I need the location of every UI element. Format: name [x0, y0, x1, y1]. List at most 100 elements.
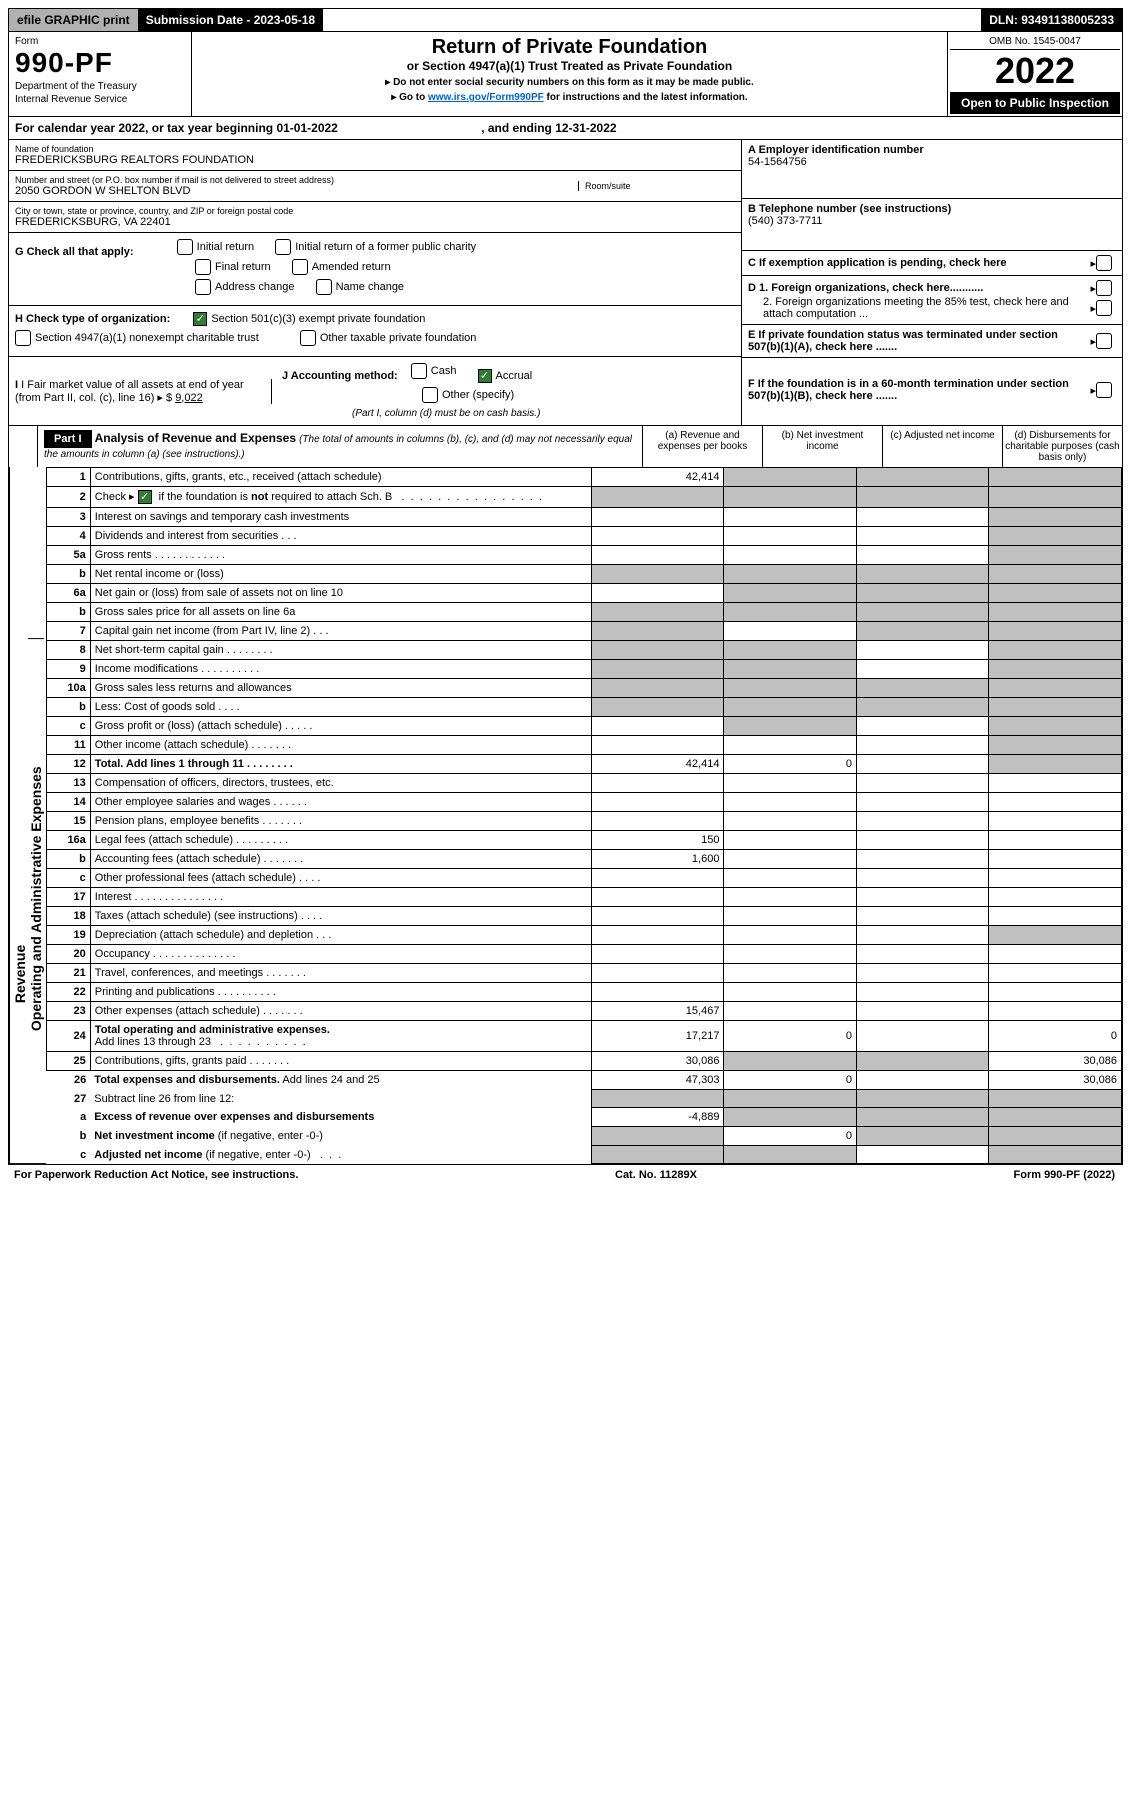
chk-other-acct[interactable]: [422, 387, 438, 403]
chk-c[interactable]: [1096, 255, 1112, 271]
name-row: Name of foundation FREDERICKSBURG REALTO…: [9, 140, 741, 171]
footer-left: For Paperwork Reduction Act Notice, see …: [14, 1169, 298, 1181]
line-7: 7Capital gain net income (from Part IV, …: [47, 622, 1122, 641]
h-label: H Check type of organization:: [15, 313, 170, 325]
line-15: 15Pension plans, employee benefits . . .…: [47, 812, 1122, 831]
chk-other-tax[interactable]: [300, 330, 316, 346]
line-1: 1Contributions, gifts, grants, etc., rec…: [47, 468, 1122, 487]
line-27c: cAdjusted net income (if negative, enter…: [47, 1146, 1122, 1164]
line-26: 26Total expenses and disbursements. Add …: [47, 1071, 1122, 1090]
line-6a: 6aNet gain or (loss) from sale of assets…: [47, 584, 1122, 603]
line-21: 21Travel, conferences, and meetings . . …: [47, 964, 1122, 983]
line-19: 19Depreciation (attach schedule) and dep…: [47, 926, 1122, 945]
chk-amended[interactable]: [292, 259, 308, 275]
chk-final[interactable]: [195, 259, 211, 275]
chk-schb[interactable]: [138, 490, 152, 504]
tax-year: 2022: [950, 50, 1120, 92]
instruction-2: ▸ Go to www.irs.gov/Form990PF for instru…: [196, 92, 943, 103]
footer: For Paperwork Reduction Act Notice, see …: [8, 1165, 1121, 1185]
dln-value: DLN: 93491138005233: [981, 9, 1122, 31]
chk-d2[interactable]: [1096, 300, 1112, 316]
form-cell: Form 990-PF Department of the Treasury I…: [9, 32, 192, 116]
line-6b: bGross sales price for all assets on lin…: [47, 603, 1122, 622]
line-11: 11Other income (attach schedule) . . . .…: [47, 736, 1122, 755]
line-5a: 5aGross rents . . . . . . . . . . . .: [47, 546, 1122, 565]
line-27b: bNet investment income (if negative, ent…: [47, 1127, 1122, 1146]
cal-end: 12-31-2022: [555, 121, 616, 135]
line-17: 17Interest . . . . . . . . . . . . . . .: [47, 888, 1122, 907]
line-20: 20Occupancy . . . . . . . . . . . . . .: [47, 945, 1122, 964]
line-10b: bLess: Cost of goods sold . . . .: [47, 698, 1122, 717]
line-24: 24Total operating and administrative exp…: [47, 1021, 1122, 1052]
address-row: Number and street (or P.O. box number if…: [9, 171, 741, 202]
submission-date: Submission Date - 2023-05-18: [138, 9, 323, 31]
city-label: City or town, state or province, country…: [15, 206, 735, 216]
a-label: A Employer identification number: [748, 144, 1116, 156]
col-b-header: (b) Net investment income: [762, 426, 882, 467]
chk-address[interactable]: [195, 279, 211, 295]
section-g: G Check all that apply: Initial return I…: [9, 233, 741, 306]
chk-initial[interactable]: [177, 239, 193, 255]
g-label: G Check all that apply:: [15, 246, 134, 258]
g-address: Address change: [215, 281, 295, 293]
line-25: 25Contributions, gifts, grants paid . . …: [47, 1052, 1122, 1071]
header-row: Form 990-PF Department of the Treasury I…: [9, 32, 1122, 117]
main-table: 1Contributions, gifts, grants, etc., rec…: [46, 467, 1122, 1164]
i-label: I: [15, 379, 18, 391]
b-label: B Telephone number (see instructions): [748, 203, 1116, 215]
inst2-pre: ▸ Go to: [391, 92, 428, 103]
line-9: 9Income modifications . . . . . . . . . …: [47, 660, 1122, 679]
col-c-header: (c) Adjusted net income: [882, 426, 1002, 467]
chk-e[interactable]: [1096, 333, 1112, 349]
omb-number: OMB No. 1545-0047: [950, 34, 1120, 50]
form-title: Return of Private Foundation: [196, 36, 943, 59]
a-val: 54-1564756: [748, 156, 1116, 168]
side-revenue: Revenue Operating and Administrative Exp…: [9, 467, 46, 1164]
g-initial-former: Initial return of a former public charit…: [295, 241, 476, 253]
form-subtitle: or Section 4947(a)(1) Trust Treated as P…: [196, 59, 943, 73]
c-label: C If exemption application is pending, c…: [748, 257, 1090, 269]
chk-accrual[interactable]: [478, 369, 492, 383]
footer-right: Form 990-PF (2022): [1014, 1169, 1116, 1181]
chk-name-change[interactable]: [316, 279, 332, 295]
chk-4947[interactable]: [15, 330, 31, 346]
year-cell: OMB No. 1545-0047 2022 Open to Public In…: [947, 32, 1122, 116]
chk-d1[interactable]: [1096, 280, 1112, 296]
chk-initial-former[interactable]: [275, 239, 291, 255]
chk-cash[interactable]: [411, 363, 427, 379]
oae-label: Operating and Administrative Expenses: [28, 638, 44, 1159]
title-cell: Return of Private Foundation or Section …: [192, 32, 947, 116]
calendar-row: For calendar year 2022, or tax year begi…: [9, 117, 1122, 140]
e-label: E If private foundation status was termi…: [748, 329, 1090, 353]
j-accrual: Accrual: [496, 370, 533, 382]
cal-begin: 01-01-2022: [276, 121, 337, 135]
line-16c: cOther professional fees (attach schedul…: [47, 869, 1122, 888]
efile-label: efile GRAPHIC print: [9, 9, 138, 31]
line-18: 18Taxes (attach schedule) (see instructi…: [47, 907, 1122, 926]
inst2-link[interactable]: www.irs.gov/Form990PF: [428, 92, 544, 103]
room-label: Room/suite: [585, 181, 735, 191]
line-10c: cGross profit or (loss) (attach schedule…: [47, 717, 1122, 736]
e-row: E If private foundation status was termi…: [742, 325, 1122, 358]
line-5b: bNet rental income or (loss): [47, 565, 1122, 584]
g-name-change: Name change: [336, 281, 405, 293]
form-number: 990-PF: [15, 47, 185, 79]
b-row: B Telephone number (see instructions) (5…: [742, 199, 1122, 251]
part1-header-row: Part I Analysis of Revenue and Expenses …: [9, 425, 1122, 467]
foundation-city: FREDERICKSBURG, VA 22401: [15, 216, 735, 228]
chk-f[interactable]: [1096, 382, 1112, 398]
g-amended: Amended return: [312, 261, 391, 273]
rev-label: Revenue: [12, 789, 28, 1159]
line-27a: aExcess of revenue over expenses and dis…: [47, 1108, 1122, 1127]
inst2-post: for instructions and the latest informat…: [544, 92, 748, 103]
line-12: 12Total. Add lines 1 through 11 . . . . …: [47, 755, 1122, 774]
name-label: Name of foundation: [15, 144, 735, 154]
j-note: (Part I, column (d) must be on cash basi…: [352, 408, 540, 419]
chk-501c3[interactable]: [193, 312, 207, 326]
f-row: F If the foundation is in a 60-month ter…: [742, 358, 1122, 422]
line-22: 22Printing and publications . . . . . . …: [47, 983, 1122, 1002]
c-row: C If exemption application is pending, c…: [742, 251, 1122, 276]
f-label: F If the foundation is in a 60-month ter…: [748, 378, 1090, 402]
line-3: 3Interest on savings and temporary cash …: [47, 508, 1122, 527]
h-501c3: Section 501(c)(3) exempt private foundat…: [211, 313, 425, 325]
